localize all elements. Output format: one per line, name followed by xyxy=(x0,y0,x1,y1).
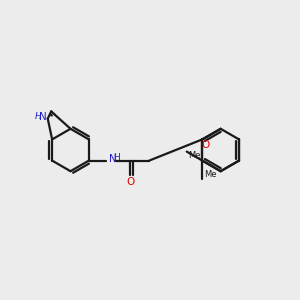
Text: O: O xyxy=(202,140,210,150)
Text: N: N xyxy=(109,154,116,164)
Text: O: O xyxy=(126,177,134,187)
Text: N: N xyxy=(38,112,46,122)
Text: H: H xyxy=(114,153,120,162)
Text: Me: Me xyxy=(204,170,216,179)
Text: H: H xyxy=(34,112,41,121)
Text: Me: Me xyxy=(188,151,201,160)
